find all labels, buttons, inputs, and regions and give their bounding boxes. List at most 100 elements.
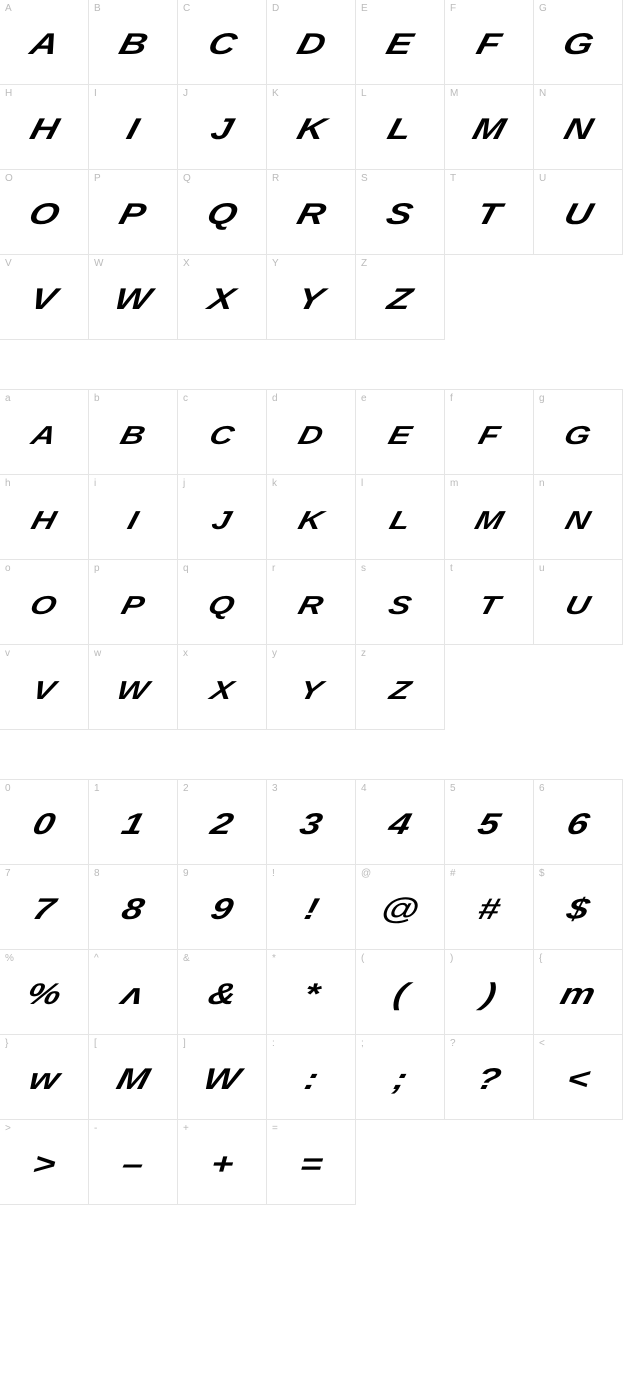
glyph-cell: && — [177, 949, 267, 1035]
cell-label: } — [5, 1038, 8, 1049]
glyph-cell: aA — [0, 389, 89, 475]
glyph-cell: [M — [88, 1034, 178, 1120]
cell-label: 7 — [5, 868, 11, 879]
glyph: ʌ — [119, 975, 148, 1010]
glyph: W — [111, 280, 155, 315]
glyph-cell: 33 — [266, 779, 356, 865]
cell-label: $ — [539, 868, 545, 879]
glyph-cell: vV — [0, 644, 89, 730]
glyph-cell: tT — [444, 559, 534, 645]
glyph: M — [469, 110, 508, 145]
cell-label: X — [183, 258, 190, 269]
glyph: H — [26, 110, 61, 145]
cell-label: x — [183, 648, 188, 659]
glyph-cell: FF — [444, 0, 534, 85]
cell-label: [ — [94, 1038, 97, 1049]
glyph-cell: %% — [0, 949, 89, 1035]
glyph: G — [559, 25, 596, 60]
glyph-cell: eE — [355, 389, 445, 475]
glyph-cell: AA — [0, 0, 89, 85]
glyph: 5 — [475, 805, 504, 840]
cell-label: W — [94, 258, 103, 269]
glyph-cell: QQ — [177, 169, 267, 255]
glyph: $ — [564, 890, 593, 925]
glyph: X — [205, 280, 238, 315]
glyph-cell: qQ — [177, 559, 267, 645]
glyph: Z — [384, 280, 415, 315]
glyph-cell: CC — [177, 0, 267, 85]
glyph-cell: oO — [0, 559, 89, 645]
section-uppercase: AABBCCDDEEFFGGHHIIJJKKLLMMNNOOPPQQRRSSTT… — [0, 0, 640, 340]
cell-label: 3 — [272, 783, 278, 794]
glyph-cell: fF — [444, 389, 534, 475]
glyph-cell: ^ʌ — [88, 949, 178, 1035]
glyph: ! — [301, 890, 322, 925]
glyph-cell: gG — [533, 389, 623, 475]
glyph: R — [296, 587, 327, 618]
glyph: 6 — [564, 805, 593, 840]
cell-label: 2 — [183, 783, 189, 794]
glyph-cell: !! — [266, 864, 356, 950]
cell-label: i — [94, 478, 96, 489]
cell-label: g — [539, 393, 545, 404]
cell-label: K — [272, 88, 279, 99]
cell-label: ^ — [94, 953, 99, 964]
glyph: 9 — [208, 890, 237, 925]
cell-label: { — [539, 953, 542, 964]
glyph-cell: RR — [266, 169, 356, 255]
glyph: L — [384, 110, 415, 145]
glyph: % — [23, 975, 64, 1010]
cell-label: M — [450, 88, 458, 99]
cell-label: & — [183, 953, 190, 964]
cell-label: = — [272, 1123, 278, 1134]
glyph: 1 — [119, 805, 148, 840]
cell-label: G — [539, 3, 547, 14]
glyph: D — [296, 417, 327, 448]
cell-label: S — [361, 173, 368, 184]
cell-label: I — [94, 88, 97, 99]
glyph-cell: GG — [533, 0, 623, 85]
glyph: C — [207, 417, 238, 448]
glyph: Y — [297, 672, 326, 703]
glyph: G — [562, 417, 594, 448]
glyph-cell: KK — [266, 84, 356, 170]
glyph-cell: DD — [266, 0, 356, 85]
cell-label: F — [450, 3, 456, 14]
glyph: M — [113, 1060, 152, 1095]
glyph-cell: 88 — [88, 864, 178, 950]
glyph: D — [293, 25, 328, 60]
glyph-cell: jJ — [177, 474, 267, 560]
glyph: 7 — [30, 890, 59, 925]
glyph: 8 — [119, 890, 148, 925]
cell-label: a — [5, 393, 11, 404]
glyph-cell: 44 — [355, 779, 445, 865]
glyph-cell: @@ — [355, 864, 445, 950]
cell-label: j — [183, 478, 185, 489]
glyph: U — [560, 195, 595, 230]
cell-label: s — [361, 563, 366, 574]
glyph-cell: ?? — [444, 1034, 534, 1120]
glyph: J — [208, 110, 237, 145]
glyph-cell: -– — [88, 1119, 178, 1205]
cell-label: Q — [183, 173, 191, 184]
glyph-cell: 55 — [444, 779, 534, 865]
glyph: S — [383, 195, 416, 230]
glyph: + — [207, 1145, 237, 1180]
cell-label: e — [361, 393, 367, 404]
glyph: T — [473, 195, 504, 230]
glyph-cell: WW — [88, 254, 178, 340]
glyph: J — [209, 502, 234, 533]
glyph-cell: xX — [177, 644, 267, 730]
glyph-cell: ** — [266, 949, 356, 1035]
cell-label: o — [5, 563, 11, 574]
glyph-cell: sS — [355, 559, 445, 645]
glyph-cell: wW — [88, 644, 178, 730]
glyph: < — [563, 1060, 593, 1095]
glyph-cell: :: — [266, 1034, 356, 1120]
glyph: B — [118, 417, 149, 448]
glyph-cell: )) — [444, 949, 534, 1035]
cell-label: d — [272, 393, 278, 404]
cell-label: R — [272, 173, 279, 184]
glyph-cell: BB — [88, 0, 178, 85]
glyph-cell: HH — [0, 84, 89, 170]
